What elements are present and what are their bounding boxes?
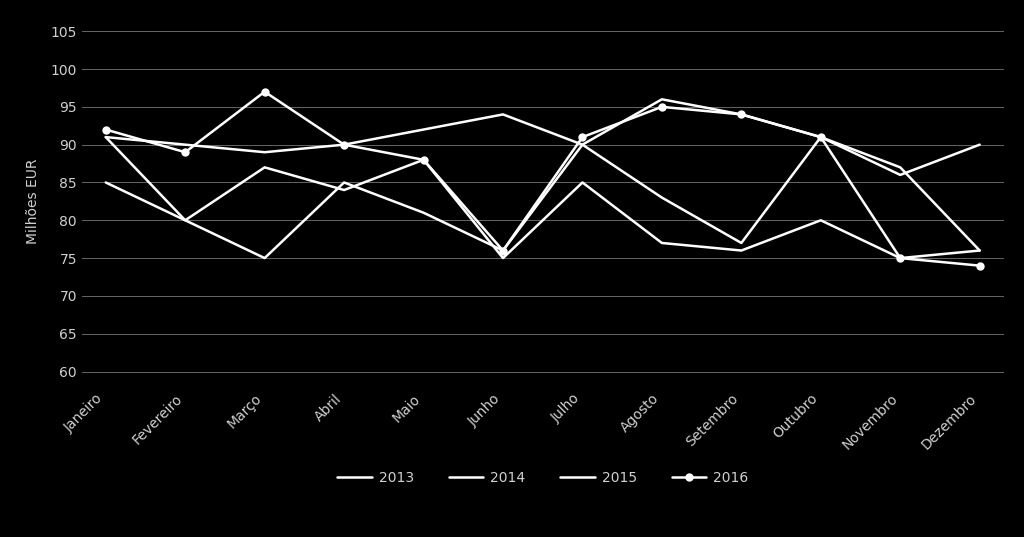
2015	[258, 149, 270, 155]
2013	[735, 240, 748, 246]
2015	[179, 141, 191, 148]
2013	[577, 141, 589, 148]
2014	[179, 217, 191, 223]
2014	[258, 164, 270, 171]
2016	[974, 263, 986, 269]
2015	[735, 111, 748, 118]
Line: 2016: 2016	[102, 88, 983, 269]
Y-axis label: Milhões EUR: Milhões EUR	[26, 158, 40, 244]
2014	[418, 157, 430, 163]
2016	[655, 104, 668, 110]
2015	[894, 172, 906, 178]
2014	[655, 240, 668, 246]
2014	[338, 187, 350, 193]
2015	[497, 111, 509, 118]
2014	[894, 255, 906, 262]
Line: 2015: 2015	[105, 99, 980, 175]
Line: 2014: 2014	[105, 160, 980, 258]
2015	[99, 134, 112, 140]
2013	[894, 164, 906, 171]
2013	[655, 194, 668, 201]
2014	[735, 248, 748, 254]
2015	[338, 141, 350, 148]
2013	[99, 134, 112, 140]
2013	[258, 255, 270, 262]
Line: 2013: 2013	[105, 137, 980, 258]
2015	[974, 141, 986, 148]
2014	[577, 179, 589, 186]
2014	[497, 255, 509, 262]
2013	[179, 217, 191, 223]
2013	[497, 248, 509, 254]
2016	[338, 141, 350, 148]
2013	[418, 209, 430, 216]
2015	[577, 141, 589, 148]
2016	[258, 89, 270, 95]
2014	[974, 248, 986, 254]
2016	[894, 255, 906, 262]
2016	[735, 111, 748, 118]
Legend: 2013, 2014, 2015, 2016: 2013, 2014, 2015, 2016	[332, 466, 754, 491]
2016	[418, 157, 430, 163]
2014	[99, 179, 112, 186]
2015	[655, 96, 668, 103]
2016	[497, 248, 509, 254]
2013	[974, 248, 986, 254]
2014	[815, 217, 827, 223]
2016	[815, 134, 827, 140]
2016	[577, 134, 589, 140]
2013	[815, 134, 827, 140]
2016	[99, 126, 112, 133]
2015	[815, 134, 827, 140]
2013	[338, 179, 350, 186]
2016	[179, 149, 191, 155]
2015	[418, 126, 430, 133]
